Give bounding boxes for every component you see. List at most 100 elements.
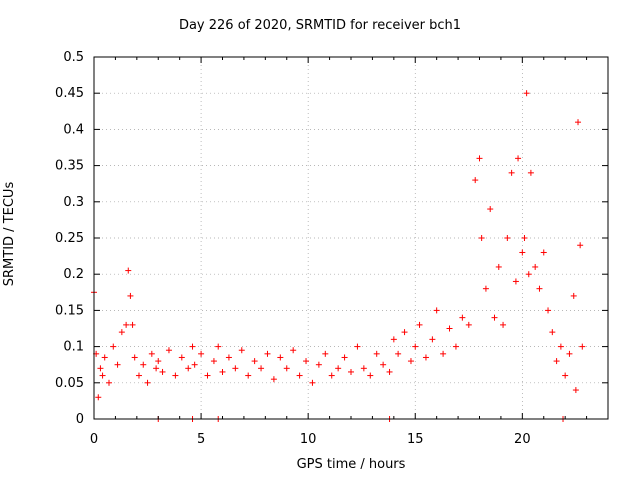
y-tick-label: 0.05: [55, 376, 84, 391]
x-axis-label: GPS time / hours: [296, 457, 406, 472]
data-point: [380, 361, 387, 368]
x-tick-label: 20: [514, 432, 531, 447]
data-point: [532, 263, 539, 270]
data-point: [536, 285, 543, 292]
y-tick-label: 0.25: [55, 231, 84, 246]
data-point: [303, 358, 310, 365]
x-tick-label: 5: [197, 432, 205, 447]
data-point: [114, 361, 121, 368]
data-point: [215, 343, 222, 350]
data-point: [504, 235, 511, 241]
data-point: [219, 368, 226, 375]
data-point: [360, 365, 367, 372]
data-point: [487, 206, 494, 213]
data-point: [245, 372, 252, 379]
data-point: [140, 361, 147, 368]
data-point: [129, 321, 136, 328]
data-point: [153, 365, 160, 372]
data-point: [131, 354, 138, 361]
y-tick-label: 0.3: [63, 195, 84, 210]
data-point: [395, 350, 402, 357]
data-point: [354, 343, 361, 350]
data-point: [508, 169, 515, 176]
data-point: [521, 235, 528, 241]
data-point: [118, 329, 125, 336]
data-point: [283, 365, 290, 372]
data-point: [465, 321, 472, 328]
data-point: [459, 314, 466, 321]
data-point: [549, 329, 556, 336]
data-point: [545, 307, 552, 314]
data-point: [198, 350, 205, 357]
x-tick-label: 15: [407, 432, 424, 447]
data-point: [577, 242, 584, 249]
x-tick-label: 10: [300, 432, 317, 447]
data-point: [238, 347, 245, 354]
data-point: [101, 354, 108, 361]
data-point: [315, 361, 322, 368]
data-point: [472, 177, 479, 184]
data-point: [322, 350, 329, 357]
data-point: [335, 365, 342, 372]
data-point: [270, 376, 277, 383]
data-point: [495, 263, 502, 270]
data-point: [105, 379, 112, 386]
data-point: [127, 292, 134, 299]
data-point: [189, 343, 196, 350]
data-point: [125, 267, 132, 274]
data-point: [390, 336, 397, 343]
data-point: [165, 347, 172, 354]
data-point: [328, 372, 335, 379]
data-point: [416, 321, 423, 328]
data-point: [575, 119, 582, 126]
data-point: [264, 350, 271, 357]
data-point: [204, 372, 211, 379]
data-point: [579, 343, 586, 350]
data-point: [148, 350, 155, 357]
data-point: [553, 358, 560, 365]
data-point: [367, 372, 374, 379]
data-point: [491, 314, 498, 321]
data-point: [433, 307, 440, 314]
data-point: [519, 249, 526, 256]
chart-title: Day 226 of 2020, SRMTID for receiver bch…: [178, 18, 462, 33]
y-tick-label: 0.15: [55, 303, 84, 318]
data-point: [440, 350, 447, 357]
y-tick-label: 0.4: [63, 122, 84, 137]
data-point: [572, 387, 579, 394]
axis-ticks: 0 0.05 0.1 0.15 0.2 0.25 0.3 0.35 0.4 0.45 0.5 0 5 10…: [55, 50, 609, 447]
data-point: [386, 368, 393, 375]
y-tick-label: 0.5: [63, 50, 84, 65]
data-point: [422, 354, 429, 361]
y-tick-label: 0.35: [55, 159, 84, 174]
data-point: [185, 365, 192, 372]
data-point: [512, 278, 519, 285]
data-point: [135, 372, 142, 379]
data-point: [309, 379, 316, 386]
data-point: [515, 155, 522, 162]
data-point: [446, 325, 453, 332]
data-point: [476, 155, 483, 162]
data-point: [452, 343, 459, 350]
data-points: [91, 90, 586, 422]
data-point: [296, 372, 303, 379]
data-point: [258, 365, 265, 372]
data-point: [562, 372, 569, 379]
data-point: [144, 379, 151, 386]
data-point: [527, 169, 534, 176]
data-point: [523, 90, 530, 97]
y-tick-label: 0: [76, 412, 84, 427]
data-point: [97, 365, 104, 372]
data-point: [341, 354, 348, 361]
data-point: [159, 368, 166, 375]
data-point: [290, 347, 297, 354]
data-point: [401, 329, 408, 336]
data-point: [373, 350, 380, 357]
data-point: [155, 358, 162, 365]
data-point: [178, 354, 185, 361]
data-point: [191, 361, 198, 368]
grid: [94, 57, 608, 419]
data-point: [225, 354, 232, 361]
